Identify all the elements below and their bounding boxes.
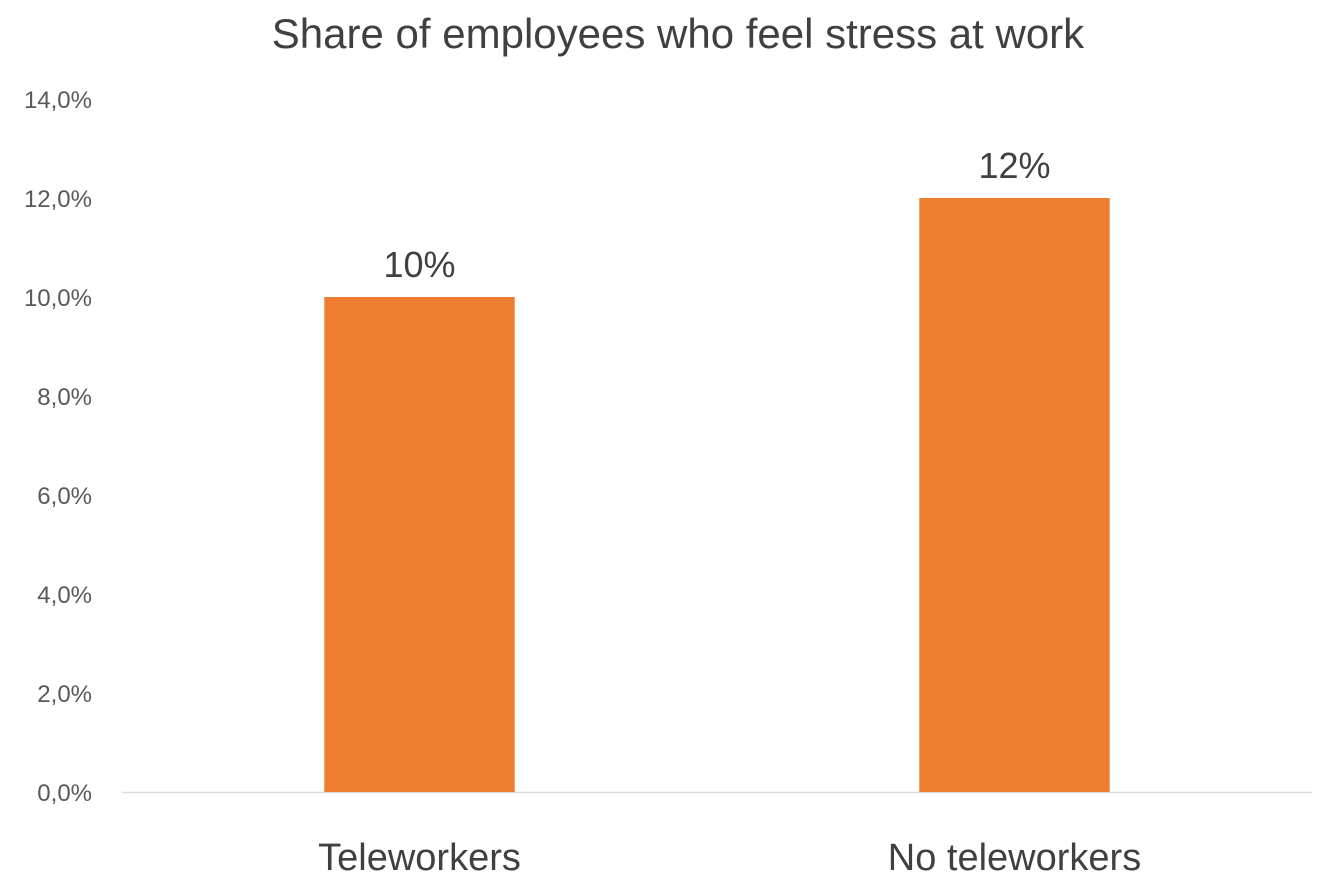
y-tick-label: 6,0%: [37, 483, 92, 510]
chart-title: Share of employees who feel stress at wo…: [272, 10, 1085, 57]
x-category-label: Teleworkers: [318, 837, 521, 872]
y-tick-label: 2,0%: [37, 681, 92, 708]
x-axis-category-labels: Teleworkers No teleworkers: [318, 837, 1141, 872]
y-tick-label: 0,0%: [37, 780, 92, 807]
bar: [919, 198, 1110, 792]
y-tick-label: 8,0%: [37, 384, 92, 411]
y-axis-tick-labels: 0,0% 2,0% 4,0% 6,0% 8,0% 10,0% 12,0% 14,0%: [24, 87, 92, 807]
data-label: 10%: [383, 244, 455, 285]
y-tick-label: 12,0%: [24, 186, 92, 213]
data-labels: 10% 12%: [383, 145, 1050, 285]
bar-series: [324, 198, 1110, 792]
y-tick-label: 14,0%: [24, 87, 92, 114]
bar: [324, 297, 515, 792]
y-tick-label: 10,0%: [24, 285, 92, 312]
y-tick-label: 4,0%: [37, 582, 92, 609]
x-category-label: No teleworkers: [888, 837, 1141, 872]
data-label: 12%: [978, 145, 1050, 186]
